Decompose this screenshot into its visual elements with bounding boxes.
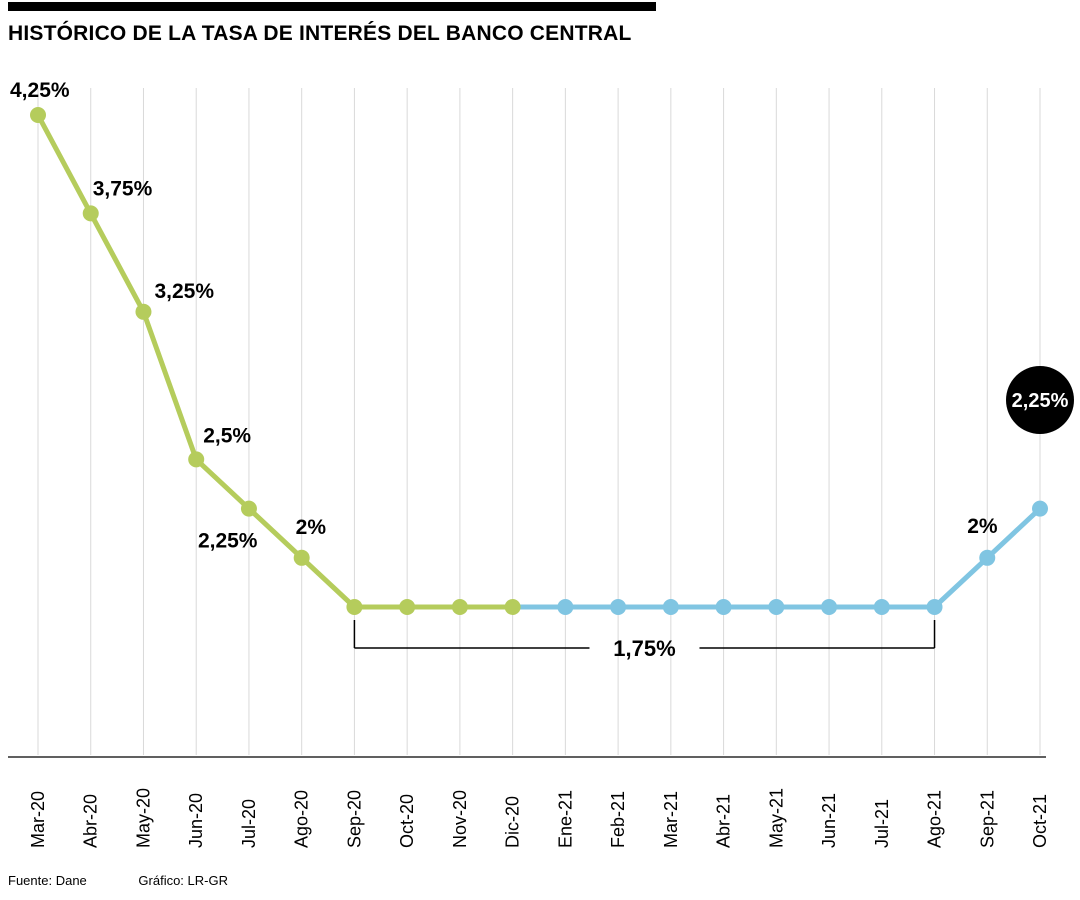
x-axis-label: Mar-21 (661, 791, 681, 848)
data-point (82, 205, 99, 222)
data-point (135, 303, 152, 320)
highlight-badge (1006, 366, 1074, 434)
x-axis-label: Jul-21 (872, 799, 892, 848)
data-point (821, 599, 838, 615)
rate-line-2020 (35, 113, 513, 610)
data-point (926, 599, 943, 615)
x-axis-label: Oct-21 (1030, 794, 1050, 848)
data-point (610, 599, 627, 615)
x-axis-label: Abr-21 (714, 794, 734, 848)
data-point (715, 599, 732, 615)
data-point (293, 549, 310, 566)
bracket-value-label: 1,75% (613, 636, 675, 661)
x-axis-label: May-20 (133, 788, 153, 848)
source-label: Fuente: Dane (8, 873, 87, 888)
chart-footer: Fuente: Dane Gráfico: LR-GR (8, 873, 228, 888)
x-axis-label: Mar-20 (28, 791, 48, 848)
x-axis-label: Oct-20 (397, 794, 417, 848)
data-point (188, 451, 205, 468)
data-point (873, 599, 890, 615)
data-point (768, 599, 785, 615)
data-point (451, 599, 468, 615)
title-accent-bar (8, 2, 656, 11)
value-label: 3,25% (154, 280, 214, 303)
x-axis-label: May-21 (766, 788, 786, 848)
data-point (30, 107, 46, 123)
data-point (1032, 500, 1048, 517)
x-axis-label: Ene-21 (555, 790, 575, 848)
data-point (504, 599, 521, 615)
data-point (346, 599, 363, 615)
x-axis-label: Ago-21 (925, 790, 945, 848)
chart-title: HISTÓRICO DE LA TASA DE INTERÉS DEL BANC… (8, 22, 632, 45)
x-axis-label: Sep-21 (977, 790, 997, 848)
data-point (979, 549, 996, 566)
value-label: 2,5% (203, 424, 251, 447)
value-label: 3,75% (93, 177, 153, 200)
data-point (557, 599, 574, 615)
data-point (399, 599, 416, 615)
value-label: 2% (296, 516, 327, 539)
x-axis-label: Jun-21 (819, 793, 839, 848)
x-axis-label: Dic-20 (503, 796, 523, 848)
x-axis-label: Jul-20 (239, 799, 259, 848)
value-label: 2% (967, 515, 998, 538)
x-axis-label: Sep-20 (344, 790, 364, 848)
value-label: 4,25% (10, 79, 70, 102)
highlight-badge-label: 2,25% (1012, 390, 1069, 412)
data-point (240, 500, 257, 517)
credit-label: Gráfico: LR-GR (138, 873, 228, 888)
x-axis-label: Nov-20 (450, 790, 470, 848)
x-axis-label: Abr-20 (81, 794, 101, 848)
x-axis-label: Ago-20 (292, 790, 312, 848)
x-axis-label: Feb-21 (608, 791, 628, 848)
x-axis-label: Jun-20 (186, 793, 206, 848)
data-point (662, 599, 679, 615)
value-label: 2,25% (198, 530, 258, 553)
